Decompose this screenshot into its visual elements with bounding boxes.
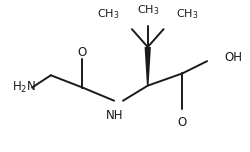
Text: CH$_3$: CH$_3$ [136, 3, 159, 17]
Text: H$_2$N: H$_2$N [12, 80, 36, 95]
Text: CH$_3$: CH$_3$ [176, 7, 199, 21]
Polygon shape [144, 47, 151, 86]
Text: O: O [78, 46, 87, 59]
Text: CH$_3$: CH$_3$ [96, 7, 119, 21]
Text: O: O [178, 116, 187, 129]
Text: OH: OH [224, 51, 242, 64]
Text: NH: NH [106, 109, 124, 122]
